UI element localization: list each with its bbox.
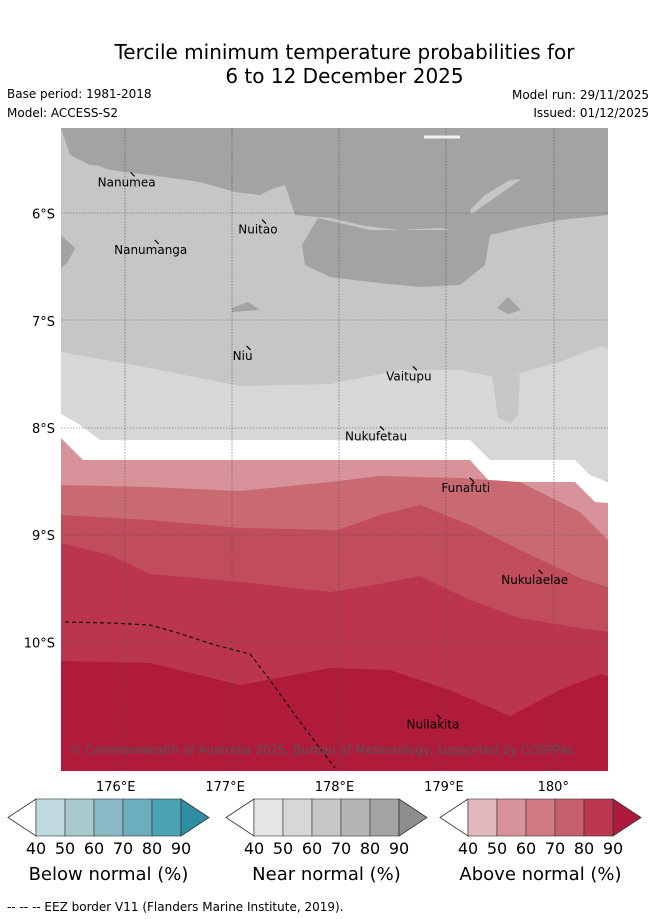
graticule <box>61 128 608 771</box>
colorbar-tick-label: 70 <box>545 839 565 858</box>
colorbar-tick-label: 60 <box>516 839 536 858</box>
above-normal-90-plus-zone <box>61 661 608 771</box>
colorbar-tick-label: 60 <box>84 839 104 858</box>
colorbar-tick-label: 50 <box>55 839 75 858</box>
longitude-labels: 176°E 177°E 178°E 179°E 180° <box>96 780 569 795</box>
title-line-1: Tercile minimum temperature probabilitie… <box>114 40 575 64</box>
colorbar-segment <box>554 798 585 837</box>
island-markers: Nanumea Nuitao Nanumanga Niu Vaitupu Nukufeta… <box>98 171 568 732</box>
island-shape <box>379 425 385 431</box>
lat-tick-label: 6°S <box>32 208 55 223</box>
lon-tick-label: 176°E <box>96 780 136 795</box>
colorbar-tick-label: 40 <box>26 839 46 858</box>
island-label: Nuilakita <box>406 718 459 732</box>
colorbar-tick-label: 50 <box>487 839 507 858</box>
colorbar-title: Below normal (%) <box>29 864 189 885</box>
lon-tick-label: 178°E <box>315 780 355 795</box>
colorbar-tick-label: 80 <box>574 839 594 858</box>
latitude-labels: 6°S 7°S 8°S 9°S 10°S <box>24 208 55 652</box>
island-label: Nanumanga <box>114 243 187 257</box>
colorbar-min-extend <box>439 798 469 837</box>
title-line-2: 6 to 12 December 2025 <box>225 64 464 88</box>
lat-tick-label: 9°S <box>32 529 55 544</box>
lat-tick-label: 10°S <box>24 636 55 651</box>
island-shape <box>412 365 418 371</box>
island-shape <box>130 171 136 177</box>
island-label: Nukufetau <box>345 429 407 443</box>
island-shape <box>436 714 442 720</box>
island-shape <box>261 219 267 224</box>
island-label: Nuitao <box>238 223 277 237</box>
colorbar-title: Above normal (%) <box>459 864 621 885</box>
colorbar-tick-label: 90 <box>389 839 409 858</box>
island-label: Funafuti <box>441 481 490 495</box>
copyright-text: © Commonwealth of Australia 2025, Bureau… <box>69 743 574 757</box>
colorbar: 40 50 60 70 80 90 Near normal (%) <box>225 798 428 885</box>
colorbar-max-extend <box>180 798 210 837</box>
eez-border <box>64 621 336 769</box>
island-label: Vaitupu <box>386 369 432 383</box>
colorbar-tick-label: 90 <box>603 839 623 858</box>
colorbar: 40 50 60 70 80 90 Below normal (%) <box>7 798 210 885</box>
island-shape <box>154 239 160 245</box>
base-period: Base period: 1981-2018 <box>7 87 152 101</box>
colorbar-segment <box>122 798 153 837</box>
lon-tick-label: 179°E <box>424 780 464 795</box>
island-label: Nanumea <box>98 175 156 189</box>
colorbar-segment <box>151 798 182 837</box>
colorbar-legends: 40 50 60 70 80 90 Below normal (%) 40 50 60 70 80 90… <box>7 798 642 885</box>
colorbar-segment <box>369 798 400 837</box>
lat-tick-label: 8°S <box>32 422 55 437</box>
lat-tick-label: 7°S <box>32 315 55 330</box>
colorbar-tick-label: 40 <box>458 839 478 858</box>
colorbar-segment <box>467 798 498 837</box>
colorbar-segment <box>64 798 95 837</box>
model-name: Model: ACCESS-S2 <box>7 106 119 120</box>
lon-tick-label: 180° <box>538 780 569 795</box>
colorbar: 40 50 60 70 80 90 Above normal (%) <box>439 798 642 885</box>
colorbar-segment <box>282 798 313 837</box>
colorbar-tick-label: 50 <box>273 839 293 858</box>
colorbar-tick-label: 90 <box>171 839 191 858</box>
colorbar-segment <box>311 798 342 837</box>
colorbar-tick-label: 70 <box>113 839 133 858</box>
island-shape <box>469 477 475 483</box>
lon-tick-label: 177°E <box>205 780 245 795</box>
colorbar-tick-label: 80 <box>142 839 162 858</box>
colorbar-tick-label: 60 <box>302 839 322 858</box>
colorbar-segment <box>35 798 66 837</box>
colorbar-max-extend <box>398 798 428 837</box>
colorbar-tick-label: 40 <box>244 839 264 858</box>
island-label: Niu <box>233 349 253 363</box>
island-shape <box>538 569 544 575</box>
colorbar-segment <box>253 798 284 837</box>
colorbar-segment <box>496 798 527 837</box>
colorbar-tick-label: 70 <box>331 839 351 858</box>
colorbar-segment <box>583 798 614 837</box>
colorbar-max-extend <box>612 798 642 837</box>
colorbar-segment <box>93 798 124 837</box>
issued-date: Issued: 01/12/2025 <box>533 106 649 120</box>
map-frame <box>61 128 608 771</box>
eez-source-footer: -- -- -- EEZ border V11 (Flanders Marine… <box>7 900 344 914</box>
colorbar-segment <box>340 798 371 837</box>
island-label: Nukulaelae <box>501 573 568 587</box>
colorbar-min-extend <box>225 798 255 837</box>
island-shape <box>246 345 252 351</box>
colorbar-tick-label: 80 <box>360 839 380 858</box>
colorbar-min-extend <box>7 798 37 837</box>
colorbar-title: Near normal (%) <box>252 864 401 885</box>
model-run: Model run: 29/11/2025 <box>511 88 649 102</box>
colorbar-segment <box>525 798 556 837</box>
